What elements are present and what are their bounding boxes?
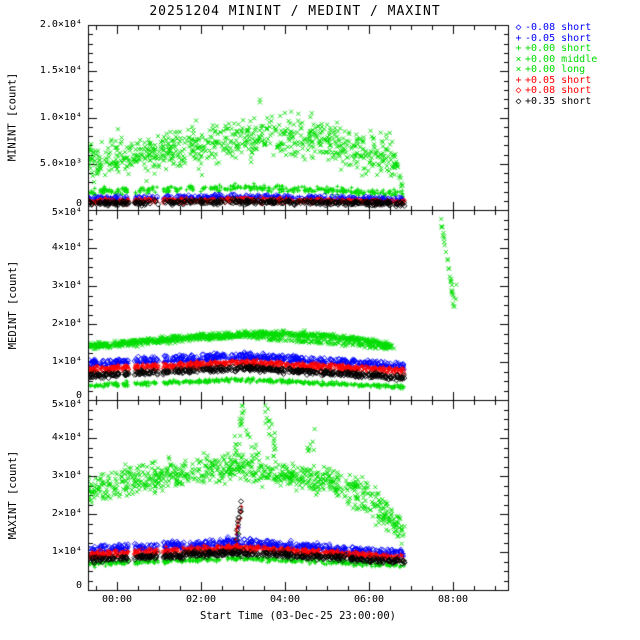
- y-tick-label: 3×10⁴: [51, 280, 82, 291]
- chart-title: 20251204 MININT / MEDINT / MAXINT: [149, 4, 441, 19]
- legend-item: + +0.05 short: [512, 75, 591, 86]
- y-tick-label: 1×10⁴: [51, 356, 82, 367]
- y-axis-title-medint: MEDINT [count]: [7, 260, 19, 350]
- legend-label: -0.08 short: [525, 22, 592, 33]
- y-tick-label: 0: [75, 390, 82, 401]
- y-tick-label: 1.5×10⁴: [39, 65, 82, 76]
- y-tick-label: 4×10⁴: [51, 242, 82, 253]
- legend-label: +0.00 short: [525, 43, 592, 54]
- legend-label: +0.08 short: [525, 85, 592, 96]
- plus-marker-icon: +: [515, 32, 522, 44]
- x-tick-label: 06:00: [353, 594, 385, 605]
- legend-label: +0.00 middle: [525, 53, 598, 65]
- y-tick-label: 5×10⁴: [51, 399, 82, 410]
- legend-label: +0.05 short: [525, 74, 592, 86]
- y-tick-label: 0: [75, 580, 82, 591]
- legend-item: ◇ +0.08 short: [512, 85, 591, 96]
- x-marker-icon: ×: [515, 53, 522, 65]
- y-tick-label: 5×10⁴: [51, 207, 82, 218]
- y-tick-label: 3×10⁴: [51, 470, 82, 481]
- plus-marker-icon: +: [515, 43, 522, 54]
- legend-label: -0.05 short: [525, 32, 592, 44]
- y-tick-label: 4×10⁴: [51, 432, 82, 443]
- x-tick-label: 04:00: [269, 594, 301, 605]
- legend-label: +0.00 long: [525, 64, 586, 75]
- y-tick-label: 0: [75, 198, 82, 209]
- y-tick-label: 5.0×10³: [39, 158, 82, 169]
- x-marker-icon: ×: [515, 64, 522, 75]
- legend-item: + -0.05 short: [512, 33, 591, 44]
- y-tick-label: 1.0×10⁴: [39, 112, 82, 123]
- y-tick-label: 1×10⁴: [51, 546, 82, 557]
- y-axis-title-maxint: MAXINT [count]: [7, 450, 19, 540]
- legend-item: ◇ +0.35 short: [512, 96, 591, 107]
- legend-item: + +0.00 short: [512, 43, 591, 54]
- diamond-marker-icon: ◇: [515, 85, 522, 96]
- diamond-marker-icon: ◇: [515, 95, 522, 107]
- legend-item: ◇ -0.08 short: [512, 22, 591, 33]
- y-tick-label: 2×10⁴: [51, 508, 82, 519]
- legend-item: × +0.00 middle: [512, 54, 597, 65]
- y-tick-label: 2.0×10⁴: [39, 19, 82, 30]
- diamond-marker-icon: ◇: [515, 22, 522, 33]
- x-tick-label: 00:00: [101, 594, 133, 605]
- legend-label: +0.35 short: [525, 95, 592, 107]
- y-tick-label: 2×10⁴: [51, 318, 82, 329]
- legend-item: × +0.00 long: [512, 64, 585, 75]
- x-tick-label: 02:00: [185, 594, 217, 605]
- x-axis-title: Start Time (03-Dec-25 23:00:00): [200, 610, 396, 622]
- plus-marker-icon: +: [515, 74, 522, 86]
- x-tick-label: 08:00: [437, 594, 469, 605]
